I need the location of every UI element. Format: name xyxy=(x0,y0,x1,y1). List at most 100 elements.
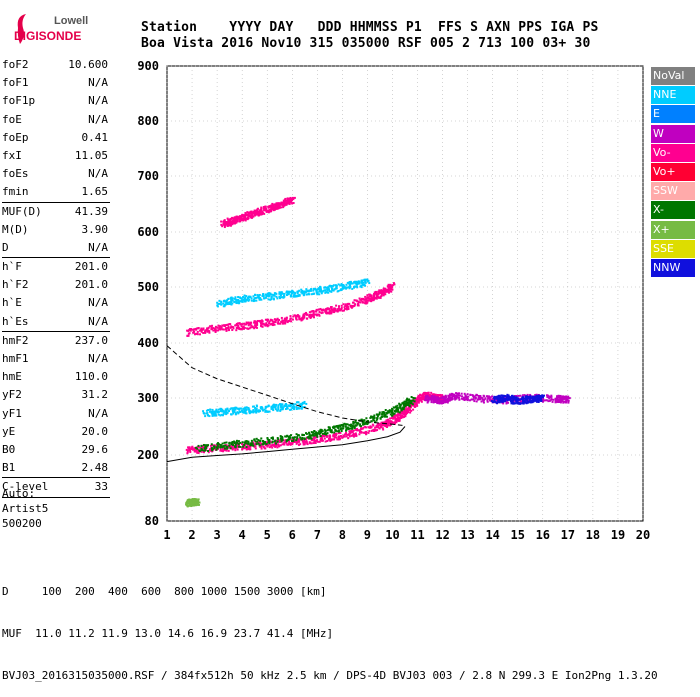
plot-frame xyxy=(166,65,644,522)
trace-point xyxy=(326,432,329,435)
trace-point xyxy=(502,402,505,405)
trace-point xyxy=(249,442,252,445)
param-value: 3.90 xyxy=(81,222,109,236)
trace-point xyxy=(238,218,241,221)
trace-point xyxy=(444,401,447,404)
trace-point xyxy=(282,442,285,445)
param-row: fmin 1.65 xyxy=(2,183,122,201)
param-label: h`Es xyxy=(2,314,29,328)
trace-point xyxy=(400,408,403,411)
trace-point xyxy=(186,505,189,508)
x-tick-label: 13 xyxy=(460,528,474,542)
trace-point xyxy=(301,440,304,443)
trace-point xyxy=(374,426,377,429)
param-label: D xyxy=(2,240,9,254)
trace-point xyxy=(484,397,487,400)
trace-point xyxy=(516,400,519,403)
trace-point xyxy=(513,396,516,399)
trace-point xyxy=(347,286,350,289)
trace-point xyxy=(223,447,226,450)
trace-point xyxy=(278,206,281,209)
trace-point xyxy=(273,208,276,211)
trace-point xyxy=(189,501,192,504)
trace-point xyxy=(207,450,210,453)
trace-point xyxy=(380,292,383,295)
trace-point xyxy=(305,290,308,293)
trace-point xyxy=(515,395,518,398)
trace-point xyxy=(255,404,258,407)
trace-point xyxy=(267,318,270,321)
trace-point xyxy=(312,288,315,291)
x-tick-label: 12 xyxy=(435,528,449,542)
trace-point xyxy=(506,397,509,400)
trace-point xyxy=(301,401,304,404)
autoscaling-info: Auto: Artist5 500200 xyxy=(2,486,48,531)
trace-point xyxy=(519,402,522,405)
trace-point xyxy=(312,316,315,319)
trace-point xyxy=(242,214,245,217)
trace-point xyxy=(318,433,321,436)
trace-point xyxy=(320,290,323,293)
trace-point xyxy=(193,502,196,505)
trace-point xyxy=(548,395,551,398)
trace-point xyxy=(375,426,378,429)
trace-point xyxy=(235,329,238,332)
x-tick-label: 6 xyxy=(289,528,296,542)
trace-point xyxy=(434,393,437,396)
trace-point xyxy=(262,409,265,412)
trace-point xyxy=(216,445,219,448)
trace-point xyxy=(328,436,331,439)
trace-point xyxy=(270,323,273,326)
trace-point xyxy=(303,440,306,443)
trace-point xyxy=(379,425,382,428)
trace-point xyxy=(314,287,317,290)
trace-point xyxy=(262,295,265,298)
x-tick-label: 3 xyxy=(213,528,220,542)
y-tick-label: 80 xyxy=(145,514,159,528)
trace-point xyxy=(326,312,329,315)
trace-point xyxy=(224,411,227,414)
trace-point xyxy=(242,325,245,328)
trace-point xyxy=(209,325,212,328)
trace-point xyxy=(311,314,314,317)
trace-point xyxy=(271,446,274,449)
trace-point xyxy=(274,442,277,445)
trace-point xyxy=(369,299,372,302)
trace-point xyxy=(347,302,350,305)
trace-point xyxy=(482,401,485,404)
trace-point xyxy=(238,215,241,218)
trace-point xyxy=(359,301,362,304)
trace-point xyxy=(393,412,396,415)
trace-point xyxy=(541,394,544,397)
trace-point xyxy=(241,323,244,326)
trace-point xyxy=(485,395,488,398)
trace-point xyxy=(552,398,555,401)
trace-point xyxy=(391,422,394,425)
legend-item: NNE xyxy=(651,86,695,105)
trace-point xyxy=(277,202,280,205)
trace-point xyxy=(193,330,196,333)
trace-point xyxy=(487,396,490,399)
trace-point xyxy=(330,312,333,315)
trace-point xyxy=(264,323,267,326)
trace-point xyxy=(206,328,209,331)
trace-point xyxy=(200,330,203,333)
trace-point xyxy=(251,214,254,217)
trace-point xyxy=(333,431,336,434)
trace-point xyxy=(384,288,387,291)
trace-point xyxy=(274,292,277,295)
trace-point xyxy=(253,210,256,213)
trace-point xyxy=(259,297,262,300)
trace-point xyxy=(286,202,289,205)
trace-point xyxy=(206,327,209,330)
trace-point xyxy=(351,305,354,308)
trace-point xyxy=(242,407,245,410)
trace-point xyxy=(343,306,346,309)
trace-point xyxy=(192,328,195,331)
trace-point xyxy=(323,437,326,440)
trace-point xyxy=(514,397,517,400)
trace-point xyxy=(409,400,412,403)
trace-point xyxy=(186,502,189,505)
parameter-panel: foF2 10.600 foF1 N/A foF1p N/A foE N/A foEp 0.41 f… xyxy=(2,56,122,498)
trace-point xyxy=(318,310,321,313)
